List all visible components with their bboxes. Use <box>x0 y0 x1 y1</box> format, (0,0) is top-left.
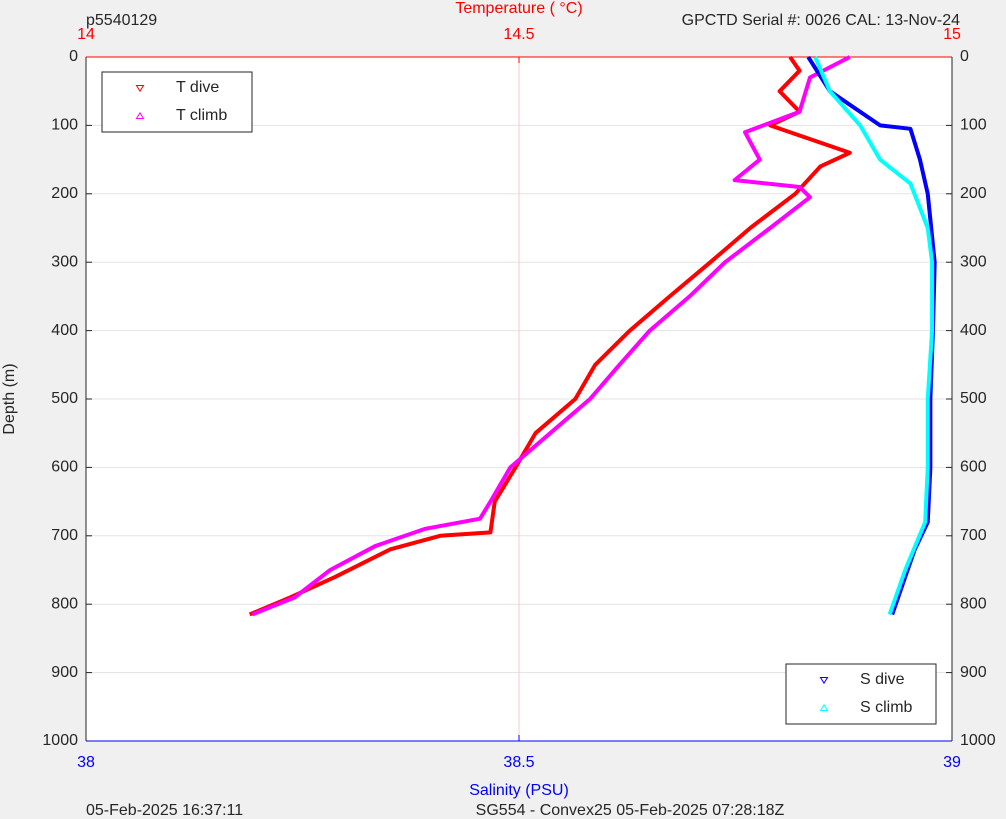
legend-marker <box>819 703 829 711</box>
legend-label: S dive <box>860 671 905 688</box>
top-axis-label: Temperature ( °C) <box>455 0 582 17</box>
footer-left: 05-Feb-2025 16:37:11 <box>86 802 243 819</box>
y-tick-label: 800 <box>51 595 78 612</box>
y-tick-label-right: 600 <box>960 459 987 476</box>
y-tick-label-right: 400 <box>960 322 987 339</box>
x2-tick-label: 15 <box>943 26 961 43</box>
footer-center: SG554 - Convex25 05-Feb-2025 07:28:18Z <box>476 802 785 819</box>
y-tick-label-right: 900 <box>960 664 987 681</box>
y-tick-label-right: 300 <box>960 253 987 270</box>
legend-marker <box>819 677 829 685</box>
legend-box <box>101 71 253 133</box>
y-tick-label-right: 800 <box>960 595 987 612</box>
x-tick-label: 39 <box>943 754 961 771</box>
header-right: GPCTD Serial #: 0026 CAL: 13-Nov-24 <box>682 12 960 29</box>
x2-tick-label: 14.5 <box>503 26 534 43</box>
y-tick-label: 100 <box>51 117 78 134</box>
y-tick-label: 900 <box>51 664 78 681</box>
y-tick-label: 400 <box>51 322 78 339</box>
y-axis-label: Depth (m) <box>1 363 18 434</box>
y-tick-label-right: 700 <box>960 527 987 544</box>
bottom-axis-label: Salinity (PSU) <box>469 782 569 799</box>
legend-box <box>785 663 937 725</box>
legend-marker <box>135 85 145 93</box>
series-line <box>813 56 935 616</box>
y-tick-label-right: 0 <box>960 48 969 65</box>
x2-tick-label: 14 <box>77 26 95 43</box>
legend-label: T climb <box>176 107 227 124</box>
y-tick-label: 1000 <box>42 732 78 749</box>
y-tick-label-right: 200 <box>960 185 987 202</box>
y-tick-label: 200 <box>51 185 78 202</box>
legend-label: S climb <box>860 699 913 716</box>
y-tick-label: 300 <box>51 253 78 270</box>
header-left: p5540129 <box>86 12 157 29</box>
legend-marker <box>135 111 145 119</box>
series-line <box>251 55 851 617</box>
x-tick-label: 38.5 <box>503 754 534 771</box>
y-tick-label-right: 1000 <box>960 732 996 749</box>
x-tick-label: 38 <box>77 754 95 771</box>
y-tick-label: 500 <box>51 390 78 407</box>
y-tick-label-right: 100 <box>960 117 987 134</box>
y-tick-label: 0 <box>69 48 78 65</box>
y-tick-label: 700 <box>51 527 78 544</box>
y-tick-label-right: 500 <box>960 390 987 407</box>
legend-label: T dive <box>176 79 219 96</box>
y-tick-label: 600 <box>51 459 78 476</box>
